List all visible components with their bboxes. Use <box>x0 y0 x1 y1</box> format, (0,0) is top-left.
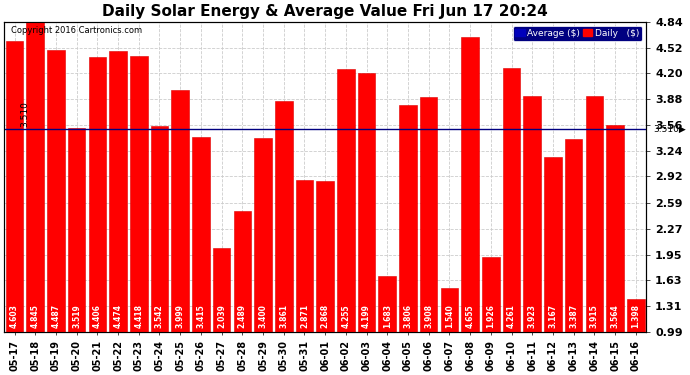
Text: 4.487: 4.487 <box>52 304 61 328</box>
Text: 2.868: 2.868 <box>321 304 330 328</box>
Text: 3.415: 3.415 <box>197 304 206 328</box>
Text: 2.039: 2.039 <box>217 304 226 328</box>
Bar <box>68 128 86 332</box>
Bar <box>337 69 355 332</box>
Text: 4.655: 4.655 <box>466 304 475 328</box>
Text: 1.398: 1.398 <box>631 304 640 328</box>
Text: Copyright 2016 Cartronics.com: Copyright 2016 Cartronics.com <box>10 26 141 35</box>
Text: 3.923: 3.923 <box>528 304 537 328</box>
Bar <box>150 126 168 332</box>
Bar <box>586 96 603 332</box>
Text: 3.564: 3.564 <box>611 304 620 328</box>
Text: 3.519: 3.519 <box>72 304 81 328</box>
Bar <box>26 21 44 332</box>
Text: 1.540: 1.540 <box>445 304 454 328</box>
Bar <box>607 124 624 332</box>
Text: 3.167: 3.167 <box>549 304 558 328</box>
Bar <box>47 50 65 332</box>
Bar <box>233 211 251 332</box>
Bar <box>400 105 417 332</box>
Bar <box>565 139 582 332</box>
Bar <box>503 68 520 332</box>
Text: 4.418: 4.418 <box>135 304 144 328</box>
Bar <box>109 51 127 332</box>
Text: 3.806: 3.806 <box>404 304 413 328</box>
Text: 3.510▶: 3.510▶ <box>653 124 686 134</box>
Text: 4.406: 4.406 <box>93 304 102 328</box>
Bar <box>254 138 272 332</box>
Bar <box>544 157 562 332</box>
Text: 3.510: 3.510 <box>21 102 30 128</box>
Text: 4.255: 4.255 <box>342 304 351 328</box>
Text: 3.915: 3.915 <box>590 304 599 328</box>
Bar <box>275 100 293 332</box>
Text: 1.683: 1.683 <box>383 304 392 328</box>
Bar <box>295 180 313 332</box>
Bar <box>213 248 230 332</box>
Bar <box>462 37 479 332</box>
Text: 4.261: 4.261 <box>507 304 516 328</box>
Title: Daily Solar Energy & Average Value Fri Jun 17 20:24: Daily Solar Energy & Average Value Fri J… <box>102 4 548 19</box>
Text: 3.542: 3.542 <box>155 304 164 328</box>
Text: 3.908: 3.908 <box>424 304 433 328</box>
Bar <box>358 74 375 332</box>
Bar <box>6 41 23 332</box>
Bar <box>316 181 334 332</box>
Text: 2.489: 2.489 <box>238 304 247 328</box>
Text: 3.387: 3.387 <box>569 304 578 328</box>
Bar <box>420 97 437 332</box>
Bar <box>88 57 106 332</box>
Bar <box>192 136 210 332</box>
Text: 4.603: 4.603 <box>10 304 19 328</box>
Legend: Average ($), Daily   ($): Average ($), Daily ($) <box>513 26 642 40</box>
Text: 3.861: 3.861 <box>279 304 288 328</box>
Text: 4.845: 4.845 <box>31 304 40 328</box>
Bar <box>482 256 500 332</box>
Text: 4.474: 4.474 <box>114 304 123 328</box>
Bar <box>524 96 541 332</box>
Text: 3.999: 3.999 <box>176 304 185 328</box>
Bar <box>379 276 396 332</box>
Bar <box>130 56 148 332</box>
Text: 4.199: 4.199 <box>362 304 371 328</box>
Bar <box>171 90 189 332</box>
Text: 1.926: 1.926 <box>486 304 495 328</box>
Bar <box>441 288 458 332</box>
Text: 3.400: 3.400 <box>259 304 268 328</box>
Text: 2.871: 2.871 <box>300 304 309 328</box>
Bar <box>627 299 644 332</box>
